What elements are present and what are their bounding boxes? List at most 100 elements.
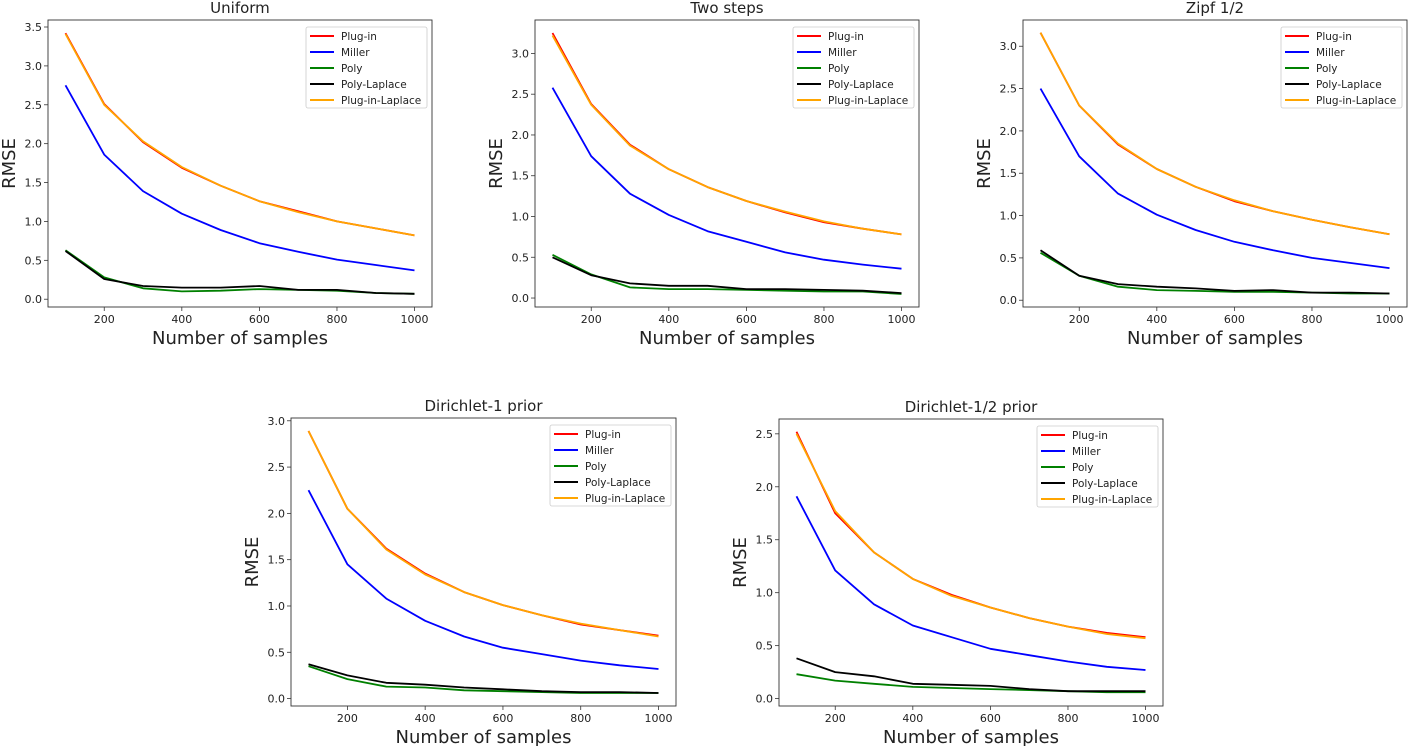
- y-axis-label: RMSE: [0, 138, 20, 189]
- y-tick-label: 2.5: [1000, 83, 1018, 96]
- chart-title: Two steps: [689, 0, 763, 17]
- x-tick-label: 200: [581, 313, 602, 326]
- x-tick-label: 400: [171, 313, 192, 326]
- subplot: Two steps 200 400 600 800 1000 0.0 0.5 1.0 1.5 2.0…: [486, 0, 920, 349]
- legend-box: [1280, 26, 1403, 109]
- y-tick-label: 2.0: [512, 129, 530, 142]
- y-tick-label: 2.0: [1000, 125, 1018, 138]
- series-line-poly-laplace: [1040, 249, 1390, 295]
- y-tick-label: 0.5: [512, 251, 530, 264]
- y-axis-label: RMSE: [974, 138, 995, 189]
- y-tick-label: 2.5: [268, 461, 286, 474]
- series-line-poly: [552, 253, 902, 295]
- y-tick-label: 2.0: [268, 507, 286, 520]
- subplot: Dirichlet-1 prior 200 400 600 800 1000 0.0 0.5 1…: [242, 397, 677, 746]
- x-tick-label: 600: [492, 712, 513, 725]
- y-tick-label: 2.5: [25, 99, 43, 112]
- legend-label: Poly-Laplace: [1072, 478, 1138, 490]
- legend-box: [792, 26, 915, 109]
- series-line-poly-laplace: [552, 256, 902, 294]
- x-axis-label: Number of samples: [1127, 328, 1303, 349]
- legend-label: Poly-Laplace: [341, 79, 407, 91]
- axes-frame: [534, 19, 920, 308]
- legend: Plug-in Miller Poly Poly-Laplace Plug-in-Lap…: [1280, 26, 1403, 109]
- legend-label: Poly: [585, 461, 607, 473]
- y-tick-label: 0.0: [268, 693, 286, 706]
- legend-label: Miller: [1316, 47, 1345, 59]
- y-tick-label: 2.5: [756, 428, 774, 441]
- y-tick-label: 0.5: [756, 640, 774, 653]
- axes-frame: [778, 418, 1164, 707]
- series-line-miller: [795, 495, 1146, 671]
- y-tick-label: 0.0: [25, 293, 43, 306]
- series-line-plug-in-laplace: [1039, 32, 1390, 236]
- legend-box: [1036, 425, 1159, 508]
- y-tick-label: 3.0: [512, 47, 530, 60]
- series-line-poly-laplace: [64, 250, 415, 295]
- legend-label: Plug-in: [341, 31, 377, 43]
- series-line-plug-in-laplace: [795, 433, 1146, 640]
- legend-label: Plug-in: [1072, 430, 1108, 442]
- y-axis-label: RMSE: [242, 537, 263, 588]
- x-tick-label: 1000: [401, 313, 429, 326]
- y-tick-label: 2.0: [25, 138, 43, 151]
- series-line-miller: [64, 84, 415, 272]
- y-tick-label: 1.0: [756, 587, 774, 600]
- legend-label: Poly: [341, 63, 363, 75]
- x-tick-label: 200: [337, 712, 358, 725]
- chart-title: Dirichlet-1 prior: [424, 397, 543, 415]
- x-tick-label: 800: [1057, 712, 1078, 725]
- x-tick-label: 800: [326, 313, 347, 326]
- legend-label: Poly-Laplace: [585, 477, 651, 489]
- subplot: Uniform 200 400 600 800 1000 0.0 0.5 1.0 1.5 2.0 2.…: [0, 0, 433, 349]
- series-line-poly-laplace: [796, 657, 1146, 693]
- y-tick-label: 0.5: [25, 254, 43, 267]
- y-tick-label: 1.0: [1000, 210, 1018, 223]
- legend-label: Plug-in: [828, 31, 864, 43]
- x-tick-label: 200: [1069, 313, 1090, 326]
- y-tick-label: 1.0: [25, 215, 43, 228]
- x-tick-label: 600: [249, 313, 270, 326]
- y-tick-label: 1.5: [756, 534, 774, 547]
- series-line-poly: [796, 673, 1146, 694]
- axes-frame: [47, 19, 433, 308]
- series-line-plug-in-laplace: [307, 430, 659, 638]
- legend: Plug-in Miller Poly Poly-Laplace Plug-in-Lap…: [305, 26, 428, 109]
- chart-title: Zipf 1/2: [1186, 0, 1244, 17]
- y-tick-label: 1.5: [512, 170, 530, 183]
- x-tick-label: 600: [980, 712, 1001, 725]
- y-tick-label: 0.0: [512, 292, 530, 305]
- y-tick-label: 1.5: [268, 554, 286, 567]
- x-axis-label: Number of samples: [152, 328, 328, 349]
- y-tick-label: 1.0: [512, 210, 530, 223]
- y-tick-label: 2.0: [756, 481, 774, 494]
- y-tick-label: 3.5: [25, 21, 43, 34]
- series-line-plug-in-laplace: [64, 33, 415, 237]
- y-tick-label: 0.0: [1000, 294, 1018, 307]
- x-tick-label: 400: [1146, 313, 1167, 326]
- axes-frame: [1022, 19, 1408, 308]
- series-line-plug-in-laplace: [551, 35, 902, 236]
- y-tick-label: 3.0: [1000, 40, 1018, 53]
- series-line-miller: [307, 489, 659, 670]
- legend-label: Miller: [585, 445, 614, 457]
- legend-box: [305, 26, 428, 109]
- legend: Plug-in Miller Poly Poly-Laplace Plug-in-Lap…: [549, 424, 672, 507]
- y-tick-label: 3.0: [25, 60, 43, 73]
- x-axis-label: Number of samples: [883, 727, 1059, 746]
- y-tick-label: 1.5: [25, 177, 43, 190]
- subplot: Dirichlet-1/2 prior 200 400 600 800 1000 0.0 0.…: [730, 398, 1164, 746]
- x-tick-label: 200: [825, 712, 846, 725]
- series-line-miller: [551, 87, 902, 270]
- legend-label: Miller: [828, 47, 857, 59]
- y-tick-label: 0.5: [1000, 252, 1018, 265]
- series-line-poly: [1040, 252, 1390, 295]
- x-tick-label: 600: [1224, 313, 1245, 326]
- y-tick-label: 1.0: [268, 600, 286, 613]
- y-tick-label: 3.0: [268, 415, 286, 428]
- legend-label: Plug-in-Laplace: [585, 493, 665, 505]
- legend-label: Plug-in-Laplace: [341, 95, 421, 107]
- subplot: Zipf 1/2 200 400 600 800 1000 0.0 0.5 1.0 1.5 2.0 2…: [974, 0, 1408, 349]
- x-tick-label: 800: [1301, 313, 1322, 326]
